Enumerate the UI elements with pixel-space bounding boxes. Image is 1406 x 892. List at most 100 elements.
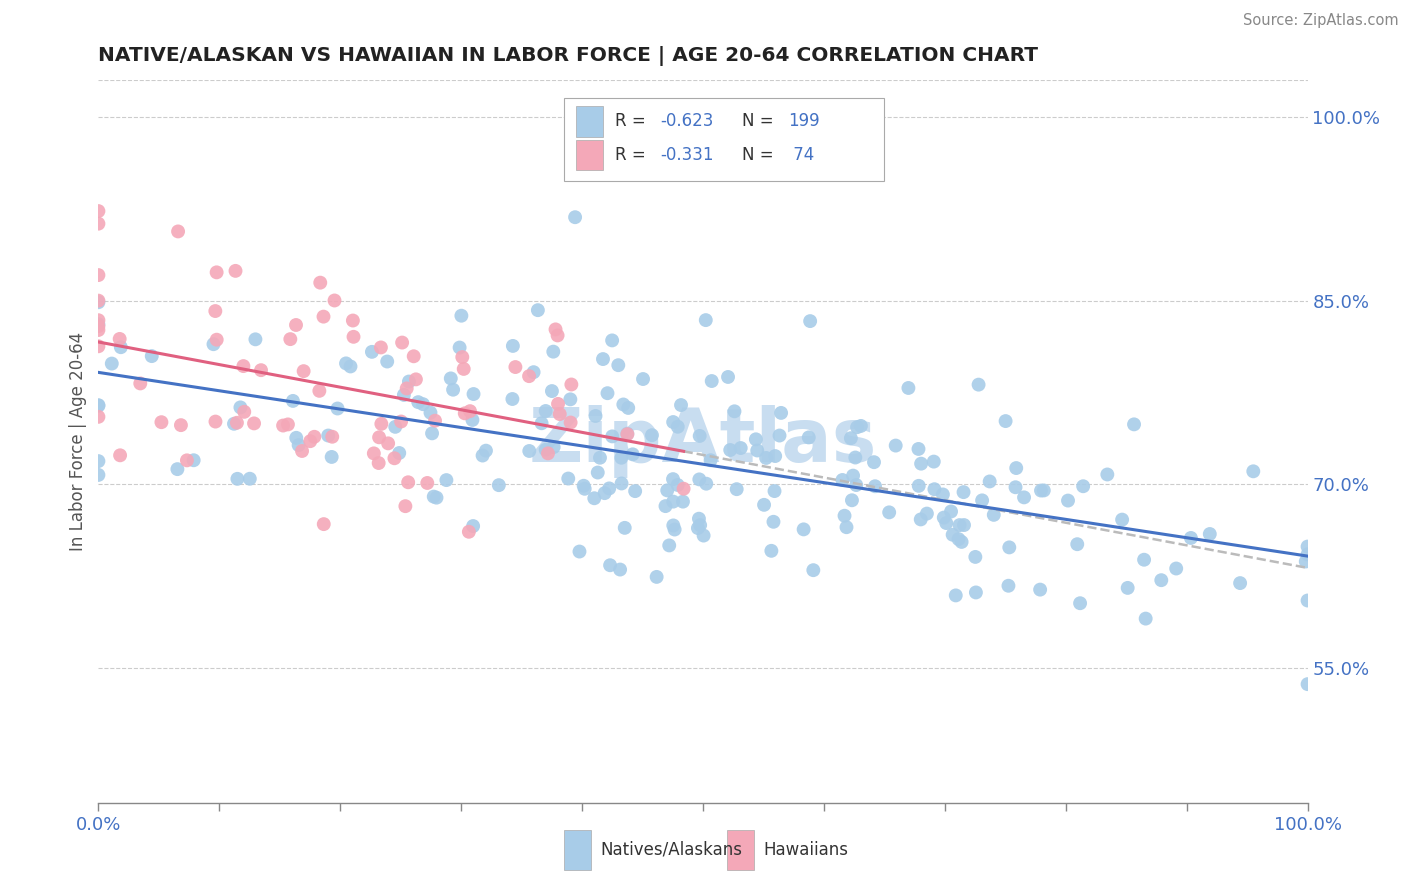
Point — [87, 319, 110, 334]
Point — [299, 434, 322, 449]
Point — [312, 517, 335, 532]
Point — [935, 516, 957, 530]
Point — [530, 416, 553, 430]
Text: 74: 74 — [787, 145, 814, 164]
Point — [910, 457, 932, 471]
Point — [997, 579, 1019, 593]
Point — [717, 370, 740, 384]
Point — [768, 428, 790, 442]
Point — [243, 417, 266, 431]
Point — [863, 479, 886, 493]
Point — [291, 444, 314, 458]
Point — [176, 453, 198, 467]
Point — [557, 471, 579, 485]
Point — [250, 363, 273, 377]
Point — [392, 388, 415, 402]
Point — [662, 415, 685, 429]
Point — [669, 398, 692, 412]
Point — [965, 549, 987, 564]
FancyBboxPatch shape — [576, 106, 603, 136]
Point — [689, 429, 711, 443]
FancyBboxPatch shape — [576, 139, 603, 169]
Point — [967, 377, 990, 392]
Point — [631, 372, 654, 386]
Point — [657, 483, 679, 498]
Point — [745, 433, 768, 447]
Point — [412, 397, 434, 411]
Point — [141, 349, 163, 363]
Point — [402, 349, 425, 363]
Point — [939, 504, 962, 518]
Point — [517, 444, 540, 458]
Point — [793, 522, 815, 536]
Point — [831, 473, 853, 487]
Point — [232, 359, 254, 373]
Point — [945, 588, 967, 602]
Point — [842, 468, 865, 483]
Point — [560, 377, 582, 392]
Point — [953, 518, 976, 533]
Point — [1029, 483, 1052, 498]
Point — [398, 375, 420, 389]
Point — [309, 276, 332, 290]
Text: Natives/Alaskans: Natives/Alaskans — [600, 841, 742, 859]
Point — [527, 303, 550, 318]
Point — [994, 414, 1017, 428]
Point — [600, 334, 623, 348]
Point — [225, 264, 247, 278]
Text: 199: 199 — [787, 112, 820, 130]
Point — [87, 467, 110, 482]
Point — [592, 352, 614, 367]
Point — [449, 341, 471, 355]
Point — [612, 397, 634, 411]
Point — [950, 535, 973, 549]
Point — [150, 415, 173, 429]
Point — [797, 430, 820, 444]
Point — [229, 401, 252, 415]
Point — [405, 372, 427, 386]
Point — [574, 482, 596, 496]
Point — [617, 401, 640, 415]
Point — [610, 476, 633, 491]
Point — [226, 416, 249, 430]
Point — [1180, 531, 1202, 545]
Point — [167, 224, 190, 238]
Point — [688, 472, 710, 486]
Point — [672, 482, 695, 496]
Point — [700, 374, 723, 388]
Point — [1198, 527, 1220, 541]
Point — [129, 376, 152, 391]
Point — [304, 430, 326, 444]
Point — [461, 413, 484, 427]
Point — [342, 330, 364, 344]
Point — [1005, 461, 1028, 475]
Point — [695, 313, 717, 327]
Point — [440, 371, 463, 385]
Point — [87, 454, 110, 468]
Point — [368, 430, 391, 444]
Point — [308, 384, 330, 398]
Point — [662, 494, 685, 508]
Point — [537, 446, 560, 460]
Point — [226, 472, 249, 486]
Point — [688, 512, 710, 526]
Point — [471, 449, 494, 463]
Point — [624, 484, 647, 499]
Point — [534, 442, 557, 457]
FancyBboxPatch shape — [564, 98, 884, 181]
Point — [897, 381, 920, 395]
Point — [645, 570, 668, 584]
Point — [406, 395, 429, 409]
Point — [278, 332, 301, 346]
Point — [204, 304, 226, 318]
Point — [922, 454, 945, 468]
Point — [1296, 540, 1319, 554]
Point — [367, 456, 389, 470]
Point — [377, 436, 399, 450]
Point — [932, 487, 955, 501]
Point — [287, 438, 309, 452]
Point — [948, 518, 970, 533]
Point — [517, 369, 540, 384]
Point — [835, 520, 858, 534]
Point — [761, 544, 783, 558]
